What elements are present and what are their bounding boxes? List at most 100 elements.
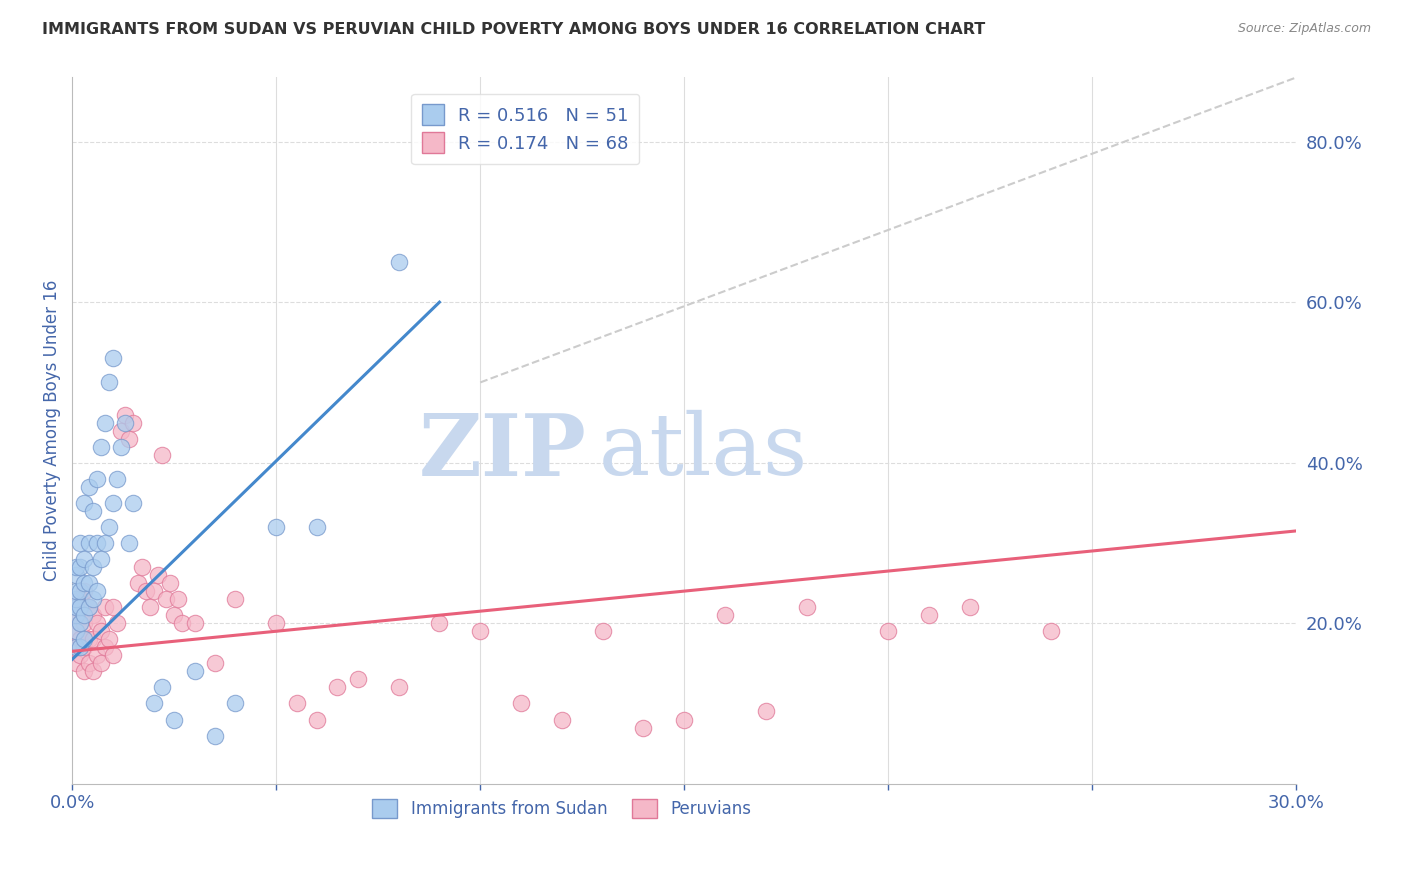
Point xyxy=(204,729,226,743)
Point xyxy=(77,600,100,615)
Y-axis label: Child Poverty Among Boys Under 16: Child Poverty Among Boys Under 16 xyxy=(44,280,60,582)
Point xyxy=(592,624,614,639)
Point xyxy=(69,648,91,663)
Point xyxy=(82,592,104,607)
Point xyxy=(347,673,370,687)
Point xyxy=(82,665,104,679)
Point xyxy=(65,608,87,623)
Point xyxy=(77,657,100,671)
Point xyxy=(82,608,104,623)
Point xyxy=(551,713,574,727)
Point xyxy=(65,640,87,655)
Point xyxy=(69,640,91,655)
Point xyxy=(264,520,287,534)
Point xyxy=(77,632,100,647)
Point xyxy=(69,600,91,615)
Point xyxy=(127,576,149,591)
Point xyxy=(150,448,173,462)
Point xyxy=(101,496,124,510)
Point xyxy=(73,496,96,510)
Point xyxy=(163,608,186,623)
Point xyxy=(94,416,117,430)
Point xyxy=(69,584,91,599)
Point xyxy=(73,608,96,623)
Point xyxy=(69,616,91,631)
Point xyxy=(73,640,96,655)
Point xyxy=(73,616,96,631)
Point xyxy=(122,496,145,510)
Point xyxy=(163,713,186,727)
Point xyxy=(135,584,157,599)
Point xyxy=(77,480,100,494)
Text: Source: ZipAtlas.com: Source: ZipAtlas.com xyxy=(1237,22,1371,36)
Point xyxy=(155,592,177,607)
Point xyxy=(69,616,91,631)
Point xyxy=(131,560,153,574)
Point xyxy=(82,632,104,647)
Point xyxy=(65,568,87,582)
Point xyxy=(673,713,696,727)
Point xyxy=(877,624,900,639)
Point xyxy=(65,600,87,615)
Point xyxy=(73,632,96,647)
Point xyxy=(388,255,411,269)
Point xyxy=(470,624,492,639)
Point xyxy=(69,632,91,647)
Point xyxy=(101,600,124,615)
Point xyxy=(959,600,981,615)
Point xyxy=(82,560,104,574)
Legend: Immigrants from Sudan, Peruvians: Immigrants from Sudan, Peruvians xyxy=(366,792,758,825)
Point xyxy=(142,584,165,599)
Point xyxy=(105,472,128,486)
Point xyxy=(77,536,100,550)
Point xyxy=(90,657,112,671)
Point xyxy=(69,536,91,550)
Point xyxy=(101,648,124,663)
Point xyxy=(86,616,108,631)
Point xyxy=(305,713,328,727)
Point xyxy=(82,504,104,518)
Point xyxy=(73,576,96,591)
Point xyxy=(97,632,120,647)
Point xyxy=(65,592,87,607)
Point xyxy=(94,536,117,550)
Point xyxy=(105,616,128,631)
Point xyxy=(77,600,100,615)
Point xyxy=(122,416,145,430)
Point xyxy=(94,640,117,655)
Point xyxy=(73,584,96,599)
Point xyxy=(714,608,737,623)
Point xyxy=(110,440,132,454)
Point xyxy=(86,648,108,663)
Point xyxy=(97,376,120,390)
Point xyxy=(305,520,328,534)
Point xyxy=(65,560,87,574)
Point xyxy=(264,616,287,631)
Point xyxy=(285,697,308,711)
Point xyxy=(224,592,246,607)
Point xyxy=(183,616,205,631)
Point xyxy=(65,640,87,655)
Point xyxy=(918,608,941,623)
Point xyxy=(73,552,96,566)
Point xyxy=(388,681,411,695)
Text: ZIP: ZIP xyxy=(419,409,586,494)
Point xyxy=(755,705,778,719)
Point xyxy=(633,721,655,735)
Point xyxy=(90,552,112,566)
Point xyxy=(65,624,87,639)
Point xyxy=(118,536,141,550)
Point xyxy=(94,600,117,615)
Point xyxy=(146,568,169,582)
Point xyxy=(139,600,162,615)
Text: atlas: atlas xyxy=(599,410,807,493)
Point xyxy=(65,657,87,671)
Point xyxy=(114,416,136,430)
Point xyxy=(65,608,87,623)
Point xyxy=(142,697,165,711)
Point xyxy=(90,440,112,454)
Point xyxy=(73,665,96,679)
Point xyxy=(183,665,205,679)
Point xyxy=(1040,624,1063,639)
Point xyxy=(90,624,112,639)
